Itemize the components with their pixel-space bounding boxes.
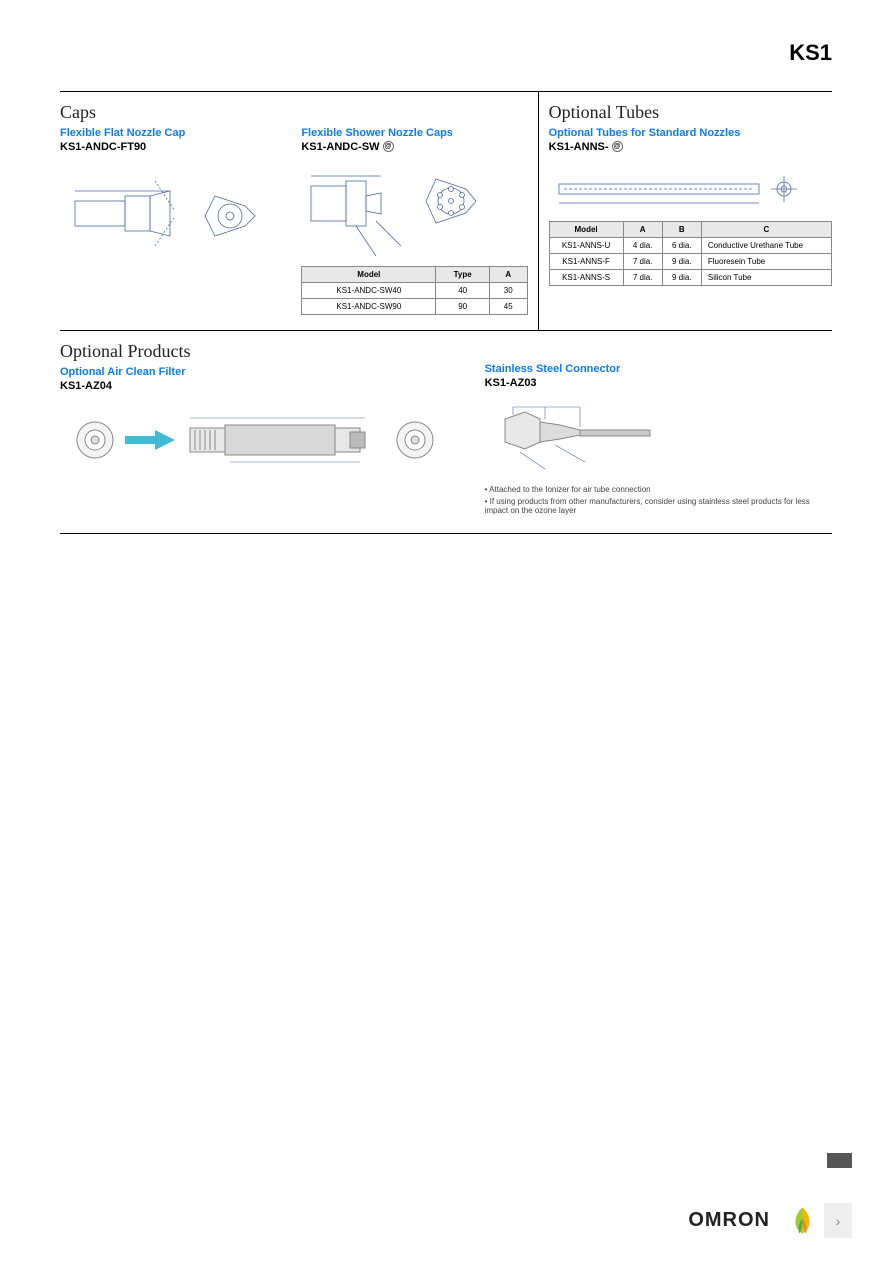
table-row: KS1-ANDC-SW40 40 30 <box>302 283 527 299</box>
table-row: KS1-ANDC-SW90 90 45 <box>302 299 527 315</box>
omron-logo: OMRON <box>688 1209 770 1232</box>
shower-cap-table: Model Type A KS1-ANDC-SW40 40 30 KS1- <box>301 266 527 315</box>
tubes-title: Optional Tubes <box>549 102 832 123</box>
page-tab <box>827 1153 852 1168</box>
tubes-partno: KS1-ANNS-@ <box>549 141 832 153</box>
tubes-diagram <box>549 161 832 216</box>
table-row: KS1-ANNS-S 7 dia. 9 dia. Silicon Tube <box>549 270 831 286</box>
flat-cap-diagram <box>60 161 286 261</box>
tubes-subtitle: Optional Tubes for Standard Nozzles <box>549 127 832 139</box>
flat-cap-partno: KS1-ANDC-FT90 <box>60 141 286 153</box>
footer: OMRON › <box>688 1203 852 1238</box>
connector-subtitle: Stainless Steel Connector <box>485 363 832 375</box>
connector-diagram <box>485 397 832 477</box>
filter-partno: KS1-AZ04 <box>60 380 470 392</box>
connector-partno: KS1-AZ03 <box>485 377 832 389</box>
shower-cap-diagram <box>301 161 527 261</box>
table-row: KS1-ANNS-U 4 dia. 6 dia. Conductive Uret… <box>549 238 831 254</box>
connector-notes: • Attached to the Ionizer for air tube c… <box>485 485 832 515</box>
leaf-icon <box>785 1203 820 1238</box>
tubes-table: Model A B C KS1-ANNS-U 4 dia. 6 dia. Con… <box>549 221 832 286</box>
legal-mark-icon: @ <box>612 141 623 152</box>
filter-diagram <box>60 400 470 480</box>
filter-subtitle: Optional Air Clean Filter <box>60 366 470 378</box>
caps-title: Caps <box>60 102 528 123</box>
shower-cap-subtitle: Flexible Shower Nozzle Caps <box>301 127 527 139</box>
legal-mark-icon: @ <box>383 141 394 152</box>
flat-cap-subtitle: Flexible Flat Nozzle Cap <box>60 127 286 139</box>
header-model: KS1 <box>60 40 832 66</box>
shower-cap-partno: KS1-ANDC-SW@ <box>301 141 527 153</box>
chevron-right-icon[interactable]: › <box>824 1203 852 1238</box>
table-row: KS1-ANNS-F 7 dia. 9 dia. Fluoresein Tube <box>549 254 831 270</box>
optional-title: Optional Products <box>60 341 470 362</box>
